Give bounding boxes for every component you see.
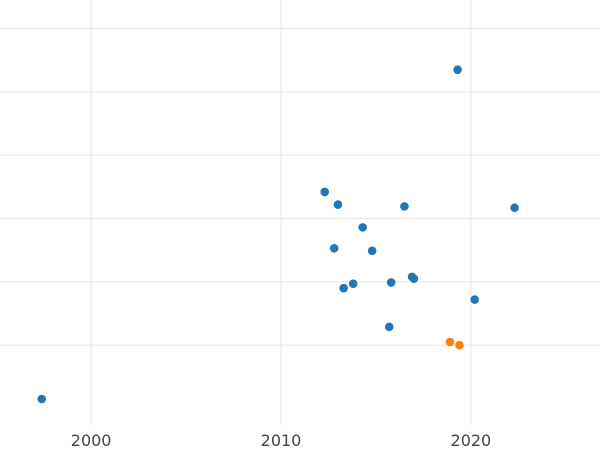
data-point-s1-0 (445, 337, 455, 347)
x-tick-label-2010: 2010 (261, 431, 302, 450)
data-point-s0-4 (510, 203, 519, 213)
point-layer (37, 65, 519, 404)
data-point-s0-13 (470, 295, 479, 304)
data-point-s0-2 (333, 200, 343, 209)
data-point-s0-6 (329, 243, 339, 253)
data-point-s0-5 (358, 223, 367, 232)
data-point-s0-15 (453, 65, 462, 74)
data-point-s0-3 (400, 202, 409, 211)
x-tick-label-2000: 2000 (71, 431, 112, 450)
x-tick-label-2020: 2020 (451, 431, 492, 450)
data-point-s0-0 (37, 394, 47, 404)
data-point-s0-9 (409, 274, 419, 283)
data-point-s0-1 (320, 187, 329, 197)
data-point-s0-11 (348, 279, 358, 289)
data-point-s1-1 (455, 340, 464, 350)
data-point-s0-12 (339, 283, 348, 293)
grid-layer (0, 0, 600, 425)
data-point-s0-14 (384, 322, 394, 332)
tick-layer: 2000 2010 2020 (71, 431, 491, 450)
data-point-s0-10 (386, 278, 396, 287)
data-point-s0-7 (367, 246, 377, 256)
